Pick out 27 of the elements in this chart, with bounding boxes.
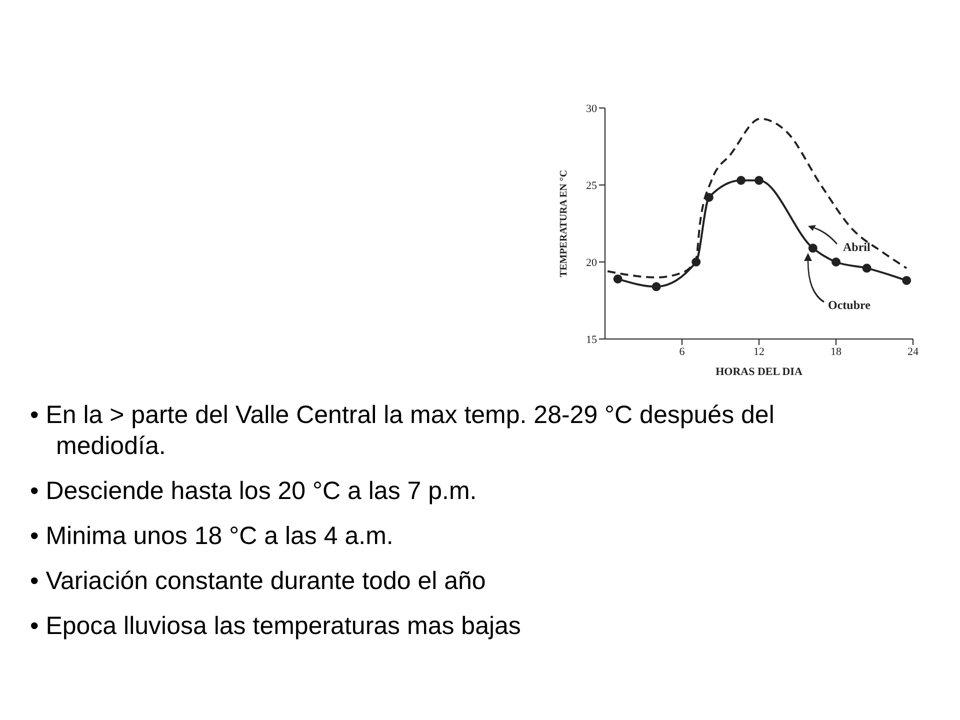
point	[692, 258, 701, 266]
y-tick-label: 25	[586, 180, 598, 192]
text: • En la > parte del Valle Central la max temp. 28-29 °C después del mediodía.	[30, 400, 776, 462]
y-axis-title: TEMPERATURA EN °C	[558, 170, 570, 278]
x-tick-label: 24	[908, 346, 919, 358]
x-axis-title: HORAS DEL DIA	[716, 366, 802, 378]
point	[832, 258, 840, 266]
x-tick-label: 12	[754, 346, 764, 358]
text: • Epoca lluviosa las temperaturas mas bajas	[30, 611, 522, 642]
x-tick-label: 18	[830, 346, 842, 358]
text: • Minima unos 18 °C a las 4 a.m.	[30, 521, 394, 552]
point	[736, 176, 746, 185]
y-tick-label: 30	[586, 102, 598, 115]
point	[652, 282, 661, 292]
series-label: Abril	[843, 240, 870, 255]
x-tick-label: 6	[679, 346, 686, 358]
point	[862, 264, 872, 273]
point	[613, 274, 622, 284]
point	[808, 244, 818, 253]
text: • Desciende hasta los 20 °C a las 7 p.m.	[30, 476, 478, 507]
point	[902, 276, 912, 285]
point	[704, 192, 714, 202]
y-tick-label: 20	[586, 256, 598, 269]
text: Octubre	[828, 298, 870, 313]
y-tick-label: 15	[586, 334, 598, 346]
text: • Variación constante durante todo el año	[30, 566, 487, 597]
point	[754, 176, 764, 185]
